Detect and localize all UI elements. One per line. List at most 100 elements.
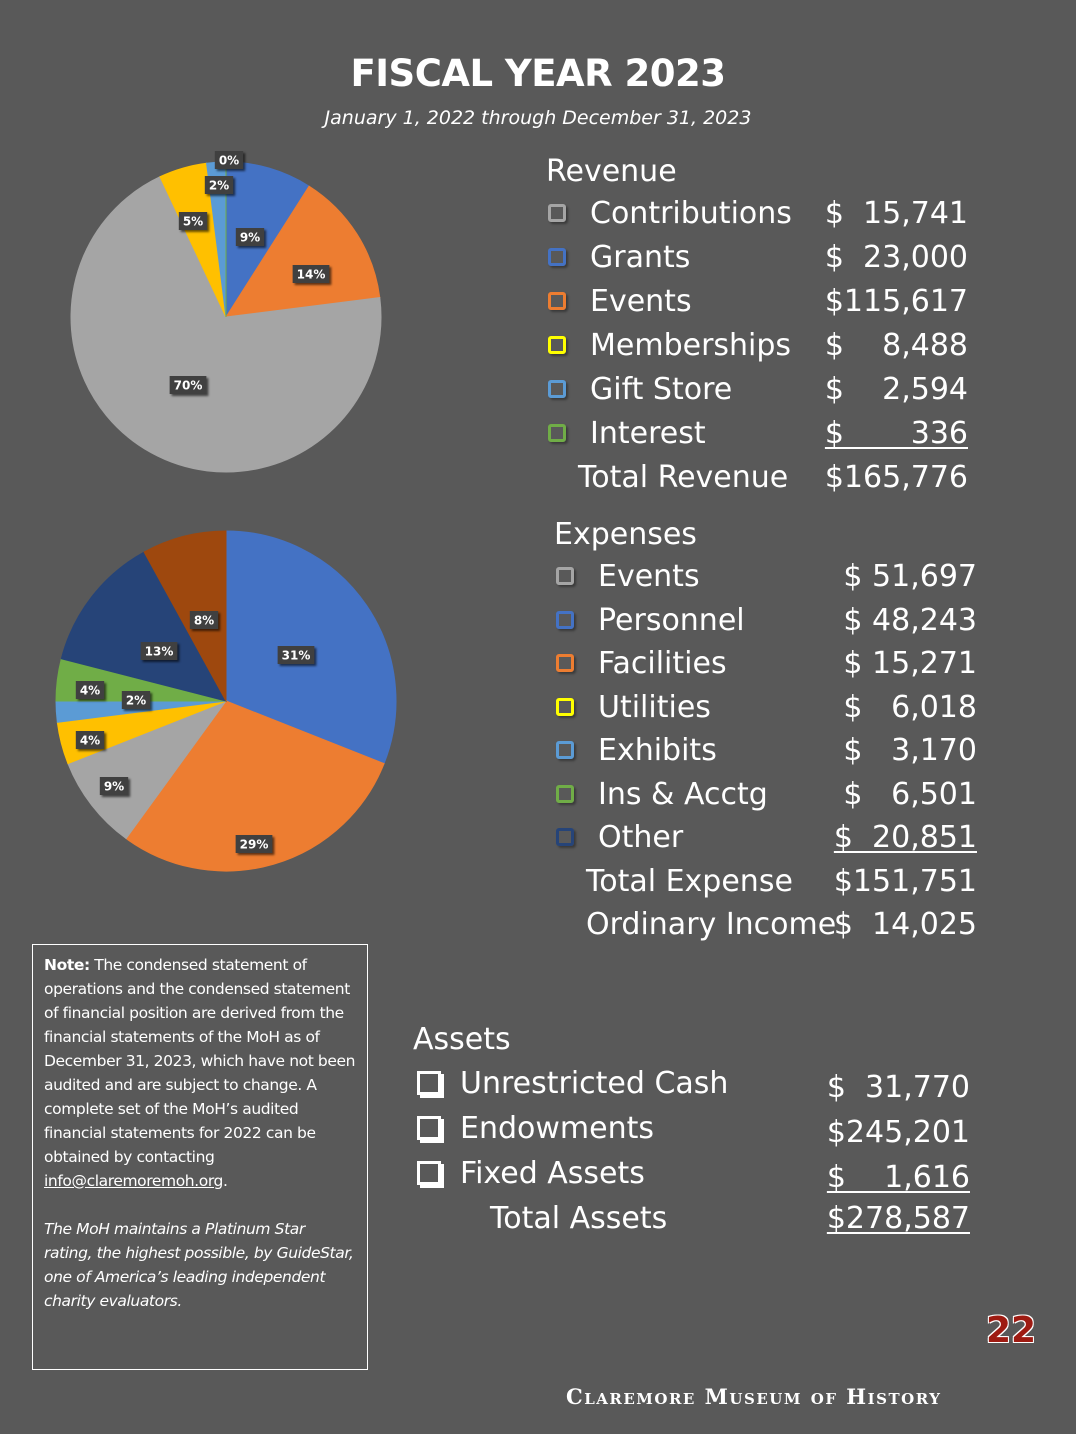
total-amount: $165,776 [824, 460, 968, 495]
checkbox [417, 1161, 441, 1185]
total-label: Total Revenue [578, 460, 789, 495]
slice-label-box [99, 777, 129, 795]
slice-label-text: 4% [80, 734, 100, 748]
slice-label-box [277, 646, 315, 664]
footer: Claremore Museum of History [566, 1384, 942, 1409]
item-label: Ins & Acctg [598, 776, 768, 812]
pie-slice [70, 176, 382, 473]
item-label: Endowments [460, 1111, 654, 1146]
checkbox [417, 1071, 441, 1095]
note-box: Note: The condensed statement of operati… [32, 944, 368, 1370]
slice-label: 8% [189, 611, 219, 629]
slice-label: 31% [277, 646, 315, 664]
pie-slice [60, 551, 227, 702]
total-amount: $278,587 [826, 1201, 970, 1236]
slice-label-box [214, 151, 244, 169]
section-heading: Assets [413, 1022, 511, 1057]
item-amount: $ 8,488 [824, 328, 968, 363]
note-paragraph: Note: The condensed statement of operati… [44, 953, 357, 1193]
slice-label: 13% [140, 642, 178, 660]
item-label: Personnel [598, 602, 745, 638]
legend-swatch [556, 697, 574, 716]
item-amount: $ 15,271 [843, 646, 977, 681]
legend-swatch [548, 204, 566, 222]
item-amount: $ 1,616 [826, 1160, 970, 1195]
slice-label: 9% [235, 228, 265, 246]
item-label: Facilities [598, 646, 727, 681]
total-label: Total Assets [490, 1201, 668, 1236]
slice-label-text: 9% [240, 231, 260, 245]
item-amount: $ 51,697 [843, 559, 977, 594]
checkbox [417, 1116, 441, 1140]
slice-label: 29% [235, 835, 273, 853]
total-amount: $ 14,025 [833, 907, 977, 942]
legend-swatch [548, 292, 566, 310]
note-lead: Note: [44, 956, 90, 974]
slice-label-text: 14% [297, 268, 326, 282]
slice-label-text: 31% [282, 649, 311, 663]
pie-slice [225, 185, 381, 318]
item-amount: $ 2,594 [824, 372, 968, 407]
title: FISCAL YEAR 2023 [350, 52, 727, 95]
slice-label-box [178, 212, 208, 230]
legend-swatch [548, 424, 566, 442]
total-amount: $151,751 [833, 863, 977, 899]
slice-label-box [75, 681, 105, 699]
page-number: 22 [986, 1310, 1037, 1351]
item-label: Contributions [590, 196, 792, 231]
legend-swatch [556, 654, 574, 672]
slice-label-box [75, 731, 105, 749]
slice-label-box [235, 835, 273, 853]
slice-label-box [292, 265, 330, 283]
item-amount: $ 23,000 [824, 240, 968, 275]
legend-swatch [556, 828, 574, 846]
legend-swatch [556, 567, 574, 585]
slice-label-box [189, 611, 219, 629]
item-label: Gift Store [590, 372, 733, 407]
note-end: . [222, 1172, 228, 1190]
slice-label-text: 29% [240, 838, 269, 852]
subtitle: January 1, 2022 through December 31, 202… [324, 107, 752, 129]
item-amount: $ 31,770 [826, 1070, 970, 1105]
item-label: Interest [590, 416, 706, 451]
item-amount: $245,201 [826, 1115, 970, 1150]
section-heading: Revenue [546, 154, 677, 189]
legend-swatch [548, 248, 566, 266]
pie-slice [67, 699, 228, 840]
item-label: Memberships [590, 328, 792, 363]
slice-label-text: 13% [145, 645, 174, 659]
item-amount: $ 6,501 [843, 776, 977, 812]
slice-label-text: 9% [104, 780, 124, 794]
item-amount: $115,617 [824, 284, 968, 319]
item-label: Utilities [598, 689, 711, 725]
slice-label: 70% [169, 376, 207, 394]
pie-slice [125, 700, 385, 872]
slice-label-box [204, 176, 234, 194]
slice-label-text: 2% [209, 179, 229, 193]
slice-label: 4% [75, 681, 105, 699]
item-label: Exhibits [598, 733, 717, 768]
slice-label: 2% [204, 176, 234, 194]
slice-label: 5% [178, 212, 208, 230]
item-amount: $ 336 [824, 416, 968, 451]
item-amount: $ 48,243 [843, 602, 977, 638]
slice-label-text: 2% [126, 694, 146, 708]
slice-label-box [140, 642, 178, 660]
slice-label: 9% [99, 777, 129, 795]
slice-label-box [121, 691, 151, 709]
section-heading: Expenses [554, 517, 697, 552]
legend-swatch [556, 784, 574, 803]
slice-label-box [235, 228, 265, 246]
item-amount: $ 15,741 [824, 196, 968, 231]
legend-swatch [556, 741, 574, 759]
slice-label: 0% [214, 151, 244, 169]
item-amount: $ 20,851 [833, 820, 977, 855]
legend-swatch [556, 610, 574, 629]
slice-label-text: 5% [183, 215, 203, 229]
total-label: Ordinary Income [586, 907, 837, 942]
note-email: info@claremoremoh.org [44, 1172, 223, 1190]
total-label: Total Expense [586, 863, 793, 899]
item-label: Fixed Assets [460, 1156, 645, 1191]
note-closing: The MoH maintains a Platinum Star rating… [44, 1220, 354, 1310]
